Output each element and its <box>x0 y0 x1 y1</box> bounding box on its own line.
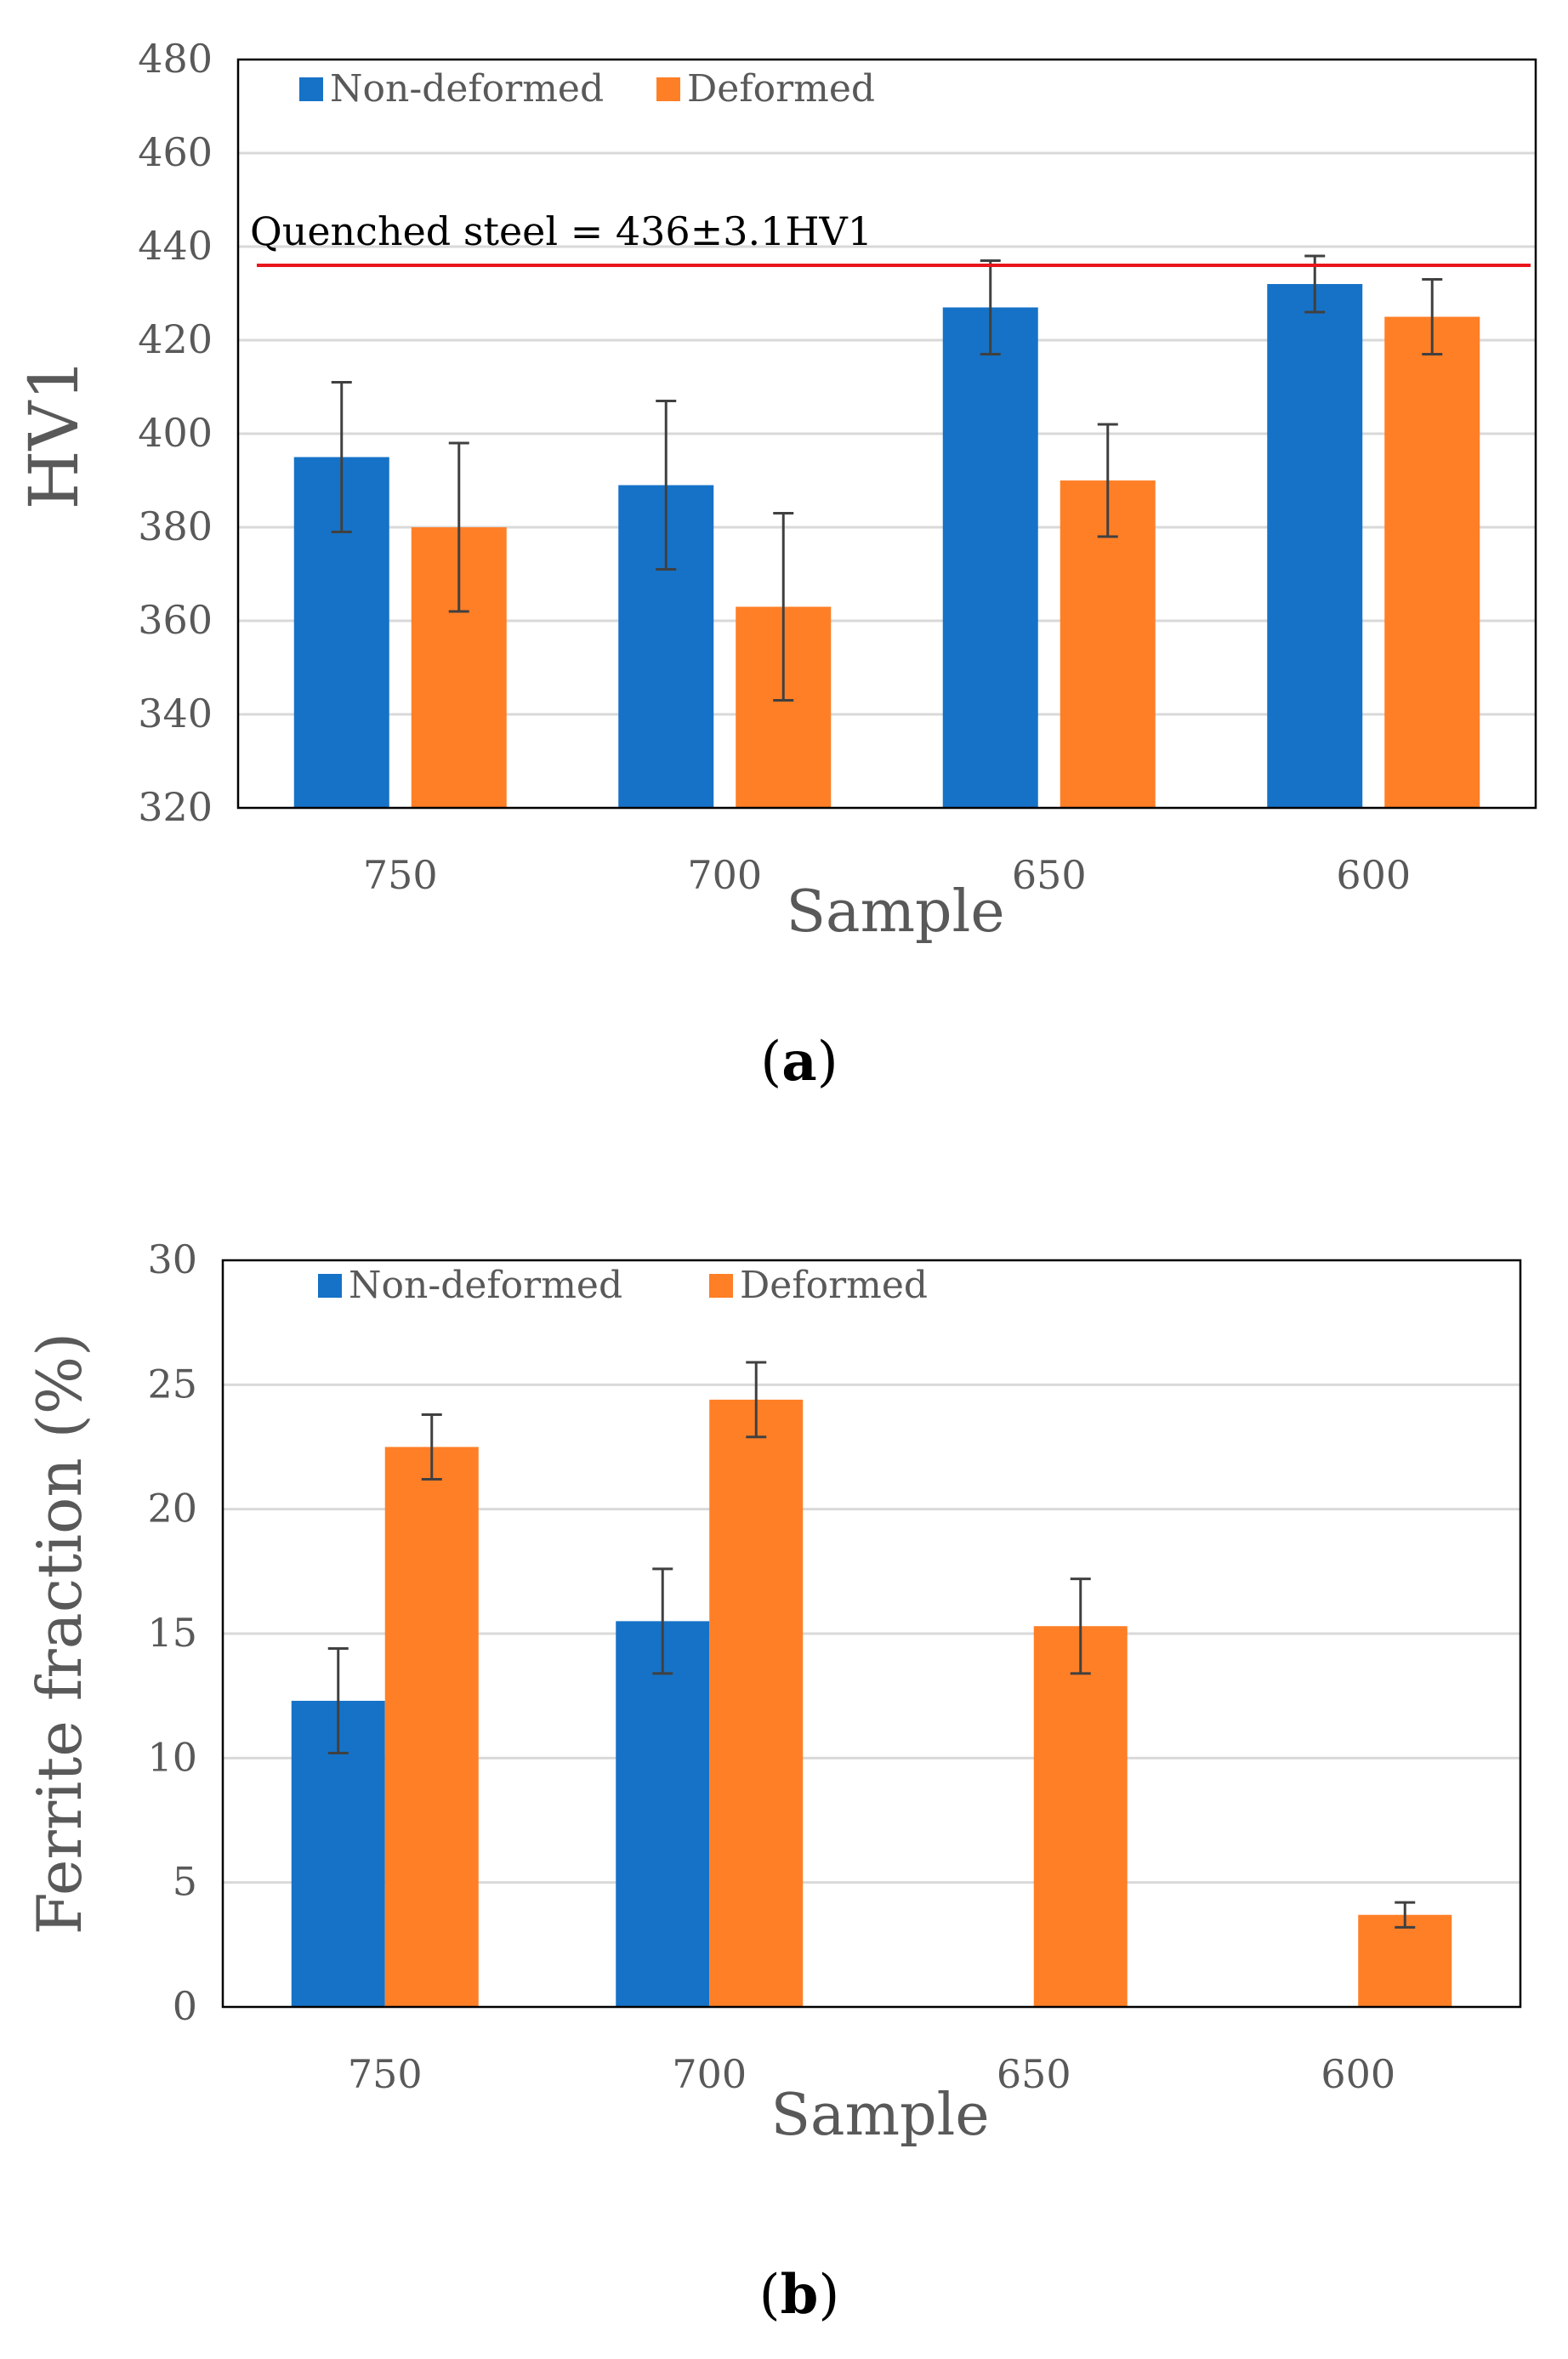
chart-b: 0 5 10 15 20 25 30 750 700 650 600 Non-deformed D… <box>24 1236 1522 2327</box>
y-tick-label-380: 380 <box>138 503 213 549</box>
panel-label-a-close: ) <box>817 1031 838 1094</box>
y-tick-label-360: 360 <box>138 597 213 643</box>
bar-non-deformed-650 <box>942 307 1038 808</box>
y-tick-label-420: 420 <box>138 316 213 362</box>
bar-deformed-600 <box>1384 316 1480 808</box>
error-bar-deformed-700 <box>773 512 794 702</box>
bar-deformed-600 <box>1358 1914 1452 2007</box>
chart-b-x-tick-labels: 750 700 650 600 <box>348 2051 1395 2097</box>
panel-label-a-letter: a <box>781 1030 816 1094</box>
error-bar-deformed-750 <box>448 441 469 613</box>
bar-non-deformed-700 <box>616 1621 710 2007</box>
chart-b-x-axis-title: Sample <box>770 2082 989 2149</box>
reference-line-label: Quenched steel = 436±3.1HV1 <box>250 208 872 254</box>
error-bar-non-deformed-700 <box>652 1567 673 1675</box>
bar-deformed-650 <box>1033 1626 1128 2007</box>
y-tick-label-340: 340 <box>138 691 213 736</box>
chart-a: 320 340 360 380 400 420 440 460 480 Quenched ste… <box>14 36 1537 1094</box>
x-tick-label-700: 700 <box>687 852 762 898</box>
bar-deformed-750 <box>384 1447 479 2007</box>
x-tick-label-650: 650 <box>997 2051 1071 2097</box>
y-tick-label-0: 0 <box>173 1983 197 2029</box>
y-tick-label-400: 400 <box>138 410 213 456</box>
chart-b-y-tick-labels: 0 5 10 15 20 25 30 <box>147 1236 197 2029</box>
chart-b-y-axis-title: Ferrite fraction (%) <box>24 1333 95 1935</box>
x-tick-label-750: 750 <box>348 2051 423 2097</box>
chart-b-bars <box>291 1399 1452 2007</box>
y-tick-label-15: 15 <box>147 1610 197 1656</box>
chart-a-reference: Quenched steel = 436±3.1HV1 <box>250 208 1531 267</box>
panel-label-b-close: ) <box>818 2264 839 2327</box>
chart-a-y-axis-title: HV1 <box>14 358 94 509</box>
error-bar-deformed-700 <box>746 1361 767 1439</box>
panel-label-a-open: ( <box>760 1031 781 1094</box>
error-bar-non-deformed-700 <box>656 400 677 571</box>
chart-a-plot-frame <box>236 58 1537 810</box>
y-tick-label-25: 25 <box>147 1361 197 1407</box>
panel-label-b-open: ( <box>759 2264 781 2327</box>
bar-non-deformed-600 <box>1267 284 1363 808</box>
error-bar-deformed-600 <box>1422 278 1443 355</box>
panel-label-a: (a) <box>760 1030 838 1094</box>
chart-b-plot-frame <box>221 1259 1522 2009</box>
error-bar-deformed-650 <box>1097 423 1118 538</box>
legend-label-deformed: Deformed <box>687 67 875 111</box>
panel-label-b: (b) <box>759 2263 840 2327</box>
chart-a-x-tick-labels: 750 700 650 600 <box>363 852 1411 898</box>
x-tick-label-650: 650 <box>1012 852 1087 898</box>
y-tick-label-440: 440 <box>138 223 213 269</box>
x-tick-label-700: 700 <box>672 2051 747 2097</box>
y-tick-label-480: 480 <box>138 36 213 82</box>
chart-a-y-tick-labels: 320 340 360 380 400 420 440 460 480 <box>138 36 213 830</box>
chart-b-legend: Non-deformed Deformed <box>318 1264 928 1307</box>
legend-label-non-deformed: Non-deformed <box>349 1264 622 1307</box>
y-tick-label-20: 20 <box>147 1486 197 1532</box>
legend-swatch-deformed <box>656 77 680 101</box>
y-tick-label-10: 10 <box>147 1734 197 1780</box>
legend-label-non-deformed: Non-deformed <box>330 67 604 111</box>
y-tick-label-30: 30 <box>147 1236 197 1282</box>
y-tick-label-5: 5 <box>173 1859 197 1905</box>
x-tick-label-750: 750 <box>363 852 438 898</box>
legend-label-deformed: Deformed <box>740 1264 928 1307</box>
y-tick-label-320: 320 <box>138 784 213 830</box>
y-tick-label-460: 460 <box>138 129 213 175</box>
x-tick-label-600: 600 <box>1336 852 1411 898</box>
error-bar-non-deformed-650 <box>980 259 1001 355</box>
error-bar-non-deformed-750 <box>327 1647 349 1754</box>
chart-a-legend: Non-deformed Deformed <box>299 67 875 111</box>
chart-b-error-bars <box>327 1361 1416 1929</box>
legend-swatch-non-deformed <box>299 77 323 101</box>
error-bar-deformed-650 <box>1070 1577 1091 1675</box>
legend-swatch-non-deformed <box>318 1274 342 1298</box>
chart-a-x-axis-title: Sample <box>786 878 1004 946</box>
panel-label-b-letter: b <box>781 2263 819 2327</box>
bar-deformed-700 <box>709 1399 804 2007</box>
error-bar-non-deformed-750 <box>331 381 352 533</box>
legend-swatch-deformed <box>709 1274 733 1298</box>
error-bar-deformed-600 <box>1395 1901 1416 1929</box>
error-bar-deformed-750 <box>421 1413 442 1481</box>
x-tick-label-600: 600 <box>1321 2051 1395 2097</box>
